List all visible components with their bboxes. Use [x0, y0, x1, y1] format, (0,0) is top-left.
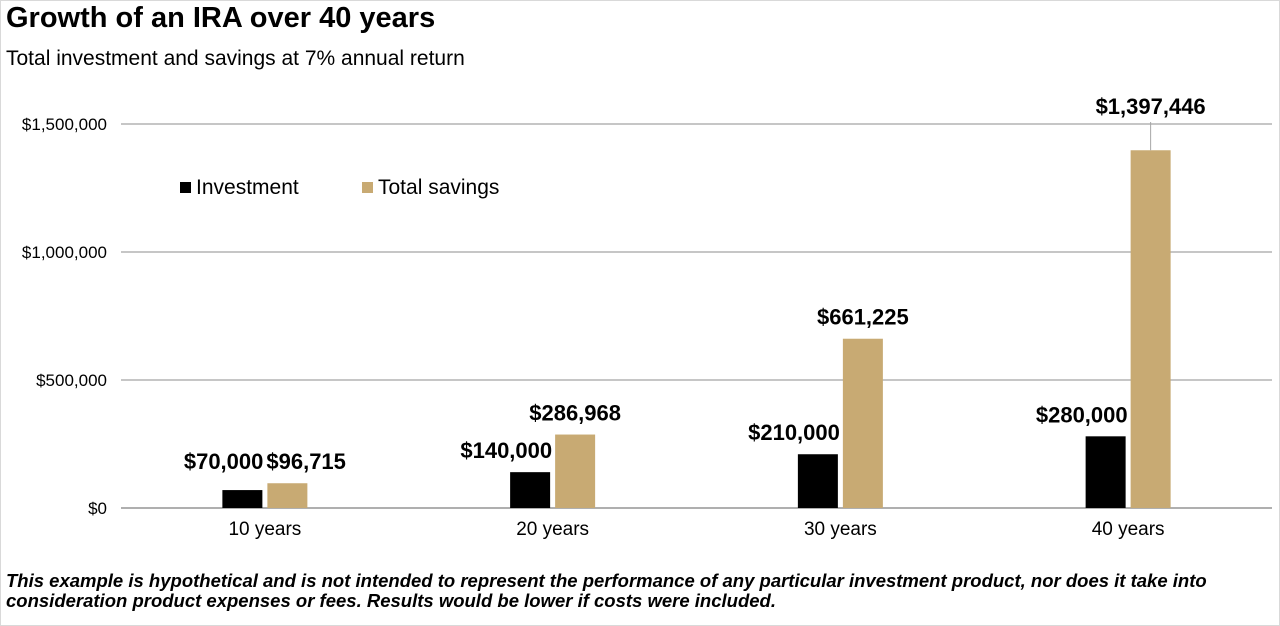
legend-label-total-savings: Total savings [378, 176, 499, 199]
bar-investment [1085, 436, 1126, 508]
data-label-investment: $280,000 [1036, 402, 1128, 427]
bar-total-savings [1130, 150, 1171, 508]
bar-investment [797, 454, 838, 508]
data-label-investment: $210,000 [748, 420, 840, 445]
legend-label-investment: Investment [196, 176, 299, 199]
bar-investment [510, 472, 551, 508]
bar-total-savings [842, 338, 883, 508]
data-label-total-savings: $286,968 [529, 401, 621, 426]
data-label-investment: $70,000 [184, 449, 264, 474]
disclaimer-footnote: This example is hypothetical and is not … [6, 570, 1207, 611]
chart-subtitle: Total investment and savings at 7% annua… [6, 47, 465, 70]
legend-swatch-investment [180, 182, 191, 193]
y-tick-label: $1,000,000 [22, 243, 107, 262]
data-label-total-savings: $661,225 [817, 305, 909, 330]
x-category-label: 40 years [1092, 519, 1165, 540]
legend-swatch-total-savings [362, 182, 373, 193]
y-tick-label: $500,000 [36, 371, 107, 390]
data-label-investment: $140,000 [460, 438, 552, 463]
x-category-label: 10 years [228, 519, 301, 540]
data-label-total-savings: $96,715 [266, 449, 346, 474]
y-tick-label: $0 [88, 499, 107, 518]
bar-total-savings [267, 483, 308, 508]
bar-chart: $0 $500,000 $1,000,000 $1,500,000 $70,000 $96… [22, 94, 1272, 540]
bar-investment [222, 490, 263, 508]
chart-title: Growth of an IRA over 40 years [6, 2, 436, 34]
bar-total-savings [555, 434, 596, 508]
y-tick-label: $1,500,000 [22, 115, 107, 134]
x-category-label: 30 years [804, 519, 877, 540]
x-category-label: 20 years [516, 519, 589, 540]
data-label-total-savings: $1,397,446 [1096, 94, 1206, 119]
